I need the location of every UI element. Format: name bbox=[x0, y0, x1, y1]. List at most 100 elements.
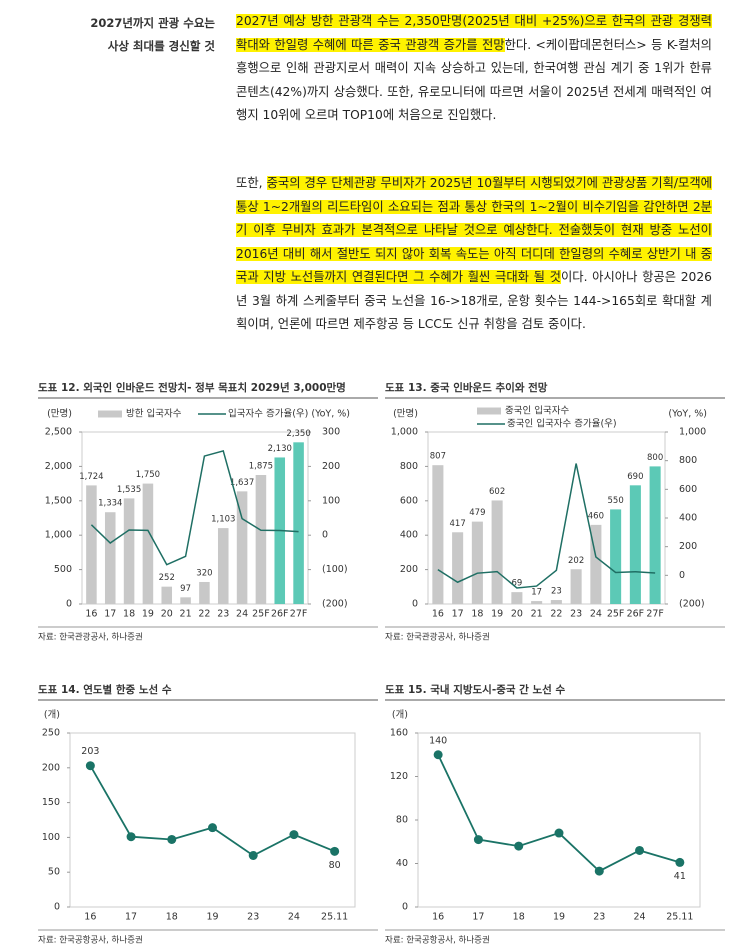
value-label: 1,724 bbox=[79, 472, 103, 482]
y-tick-label: 0 bbox=[54, 902, 60, 913]
y2-tick-label: 1,000 bbox=[679, 427, 706, 438]
bar bbox=[161, 586, 173, 604]
y2-tick-label: (100) bbox=[322, 564, 348, 575]
x-tick-label: 25.11 bbox=[321, 912, 348, 923]
x-tick-label: 19 bbox=[553, 912, 565, 923]
y-tick-label: 150 bbox=[42, 797, 60, 808]
value-label: 320 bbox=[196, 568, 212, 578]
y2-tick-label: 0 bbox=[322, 530, 328, 541]
x-tick-label: 24 bbox=[288, 912, 300, 923]
source: 자료: 한국관광공사, 하나증권 bbox=[385, 632, 490, 643]
x-tick-label: 25F bbox=[607, 609, 625, 620]
bar bbox=[123, 498, 135, 604]
x-tick-label: 22 bbox=[198, 609, 210, 620]
x-tick-label: 21 bbox=[531, 609, 543, 620]
bar bbox=[217, 528, 229, 604]
value-label: 2,130 bbox=[268, 444, 292, 454]
plot-frame bbox=[81, 431, 309, 605]
point bbox=[248, 850, 258, 860]
y2-tick-label: 100 bbox=[322, 495, 340, 506]
x-tick-label: 17 bbox=[125, 912, 137, 923]
value-label: 17 bbox=[531, 588, 542, 598]
y2-tick-label: 600 bbox=[679, 484, 697, 495]
value-label: 417 bbox=[450, 519, 466, 529]
value-label: 1,637 bbox=[230, 478, 254, 488]
bar bbox=[491, 500, 503, 604]
y2-tick-label: (200) bbox=[322, 599, 348, 610]
x-tick-label: 16 bbox=[432, 912, 444, 923]
x-tick-label: 23 bbox=[593, 912, 605, 923]
sidebar-line: 사상 최대를 경신할 것 bbox=[107, 39, 215, 53]
y-tick-label: 800 bbox=[400, 461, 418, 472]
x-tick-label: 19 bbox=[142, 609, 154, 620]
value-label: 550 bbox=[608, 496, 624, 506]
y-tick-label: 200 bbox=[400, 564, 418, 575]
text: 이다. 아시아나 항공은 2026년 3월 하계 스케줄부터 중국 노선을 16… bbox=[236, 270, 712, 331]
x-tick-label: 23 bbox=[247, 912, 259, 923]
legend-swatch bbox=[477, 407, 501, 415]
value-label: 1,535 bbox=[117, 485, 141, 495]
y-tick-label: 250 bbox=[42, 728, 60, 739]
point bbox=[330, 846, 340, 856]
bar bbox=[590, 524, 602, 604]
y-tick-label: 1,500 bbox=[45, 495, 72, 506]
chart-title: 도표 13. 중국 인바운드 추이와 전망 bbox=[385, 381, 548, 394]
value-label: 479 bbox=[469, 508, 485, 518]
value-label: 602 bbox=[489, 487, 505, 497]
legend-label: 중국인 입국자수 증가율(우) bbox=[507, 418, 617, 430]
y2-unit: (YoY, %) bbox=[311, 409, 350, 420]
bar bbox=[432, 465, 444, 604]
value-label: 80 bbox=[329, 860, 341, 871]
bar bbox=[255, 475, 267, 604]
y-tick-label: 40 bbox=[396, 858, 408, 869]
source: 자료: 한국공항공사, 하나증권 bbox=[38, 935, 143, 946]
point bbox=[208, 823, 217, 833]
plot-frame bbox=[69, 732, 356, 908]
text: 또한, bbox=[236, 176, 267, 190]
y2-tick-label: 300 bbox=[322, 427, 340, 438]
point bbox=[514, 841, 524, 851]
bar bbox=[199, 581, 210, 604]
x-tick-label: 18 bbox=[471, 609, 483, 620]
value-label: 252 bbox=[159, 573, 175, 583]
y-tick-label: 100 bbox=[42, 832, 60, 843]
bar bbox=[550, 600, 562, 604]
legend-swatch bbox=[98, 410, 122, 418]
line bbox=[89, 765, 335, 857]
x-tick-label: 21 bbox=[180, 609, 192, 620]
paragraph: 또한, 중국의 경우 단체관광 무비자가 2025년 10월부터 시행되었기에 … bbox=[236, 172, 712, 337]
x-tick-label: 25F bbox=[252, 609, 270, 620]
bar bbox=[142, 483, 154, 604]
y-unit: (개) bbox=[392, 710, 408, 721]
value-label: 460 bbox=[588, 511, 604, 521]
y2-tick-label: 800 bbox=[679, 455, 697, 466]
x-tick-label: 18 bbox=[123, 609, 135, 620]
x-tick-label: 17 bbox=[472, 912, 484, 923]
sidebar-line: 2027년까지 관광 수요는 bbox=[90, 16, 215, 30]
bar bbox=[236, 491, 248, 604]
bar bbox=[610, 509, 622, 604]
y-tick-label: 0 bbox=[402, 902, 408, 913]
y-tick-label: 1,000 bbox=[45, 530, 72, 541]
value-label: 1,103 bbox=[211, 515, 235, 525]
y2-tick-label: 400 bbox=[679, 513, 697, 524]
bar bbox=[570, 569, 582, 604]
bar bbox=[180, 597, 191, 604]
legend-label: 방한 입국자수 bbox=[126, 408, 182, 420]
value-label: 2,350 bbox=[286, 429, 310, 439]
value-label: 202 bbox=[568, 556, 584, 566]
value-label: 97 bbox=[180, 584, 191, 594]
x-tick-label: 25.11 bbox=[666, 912, 693, 923]
line bbox=[90, 449, 299, 566]
y-tick-label: 600 bbox=[400, 495, 418, 506]
value-label: 69 bbox=[511, 579, 522, 589]
y2-unit: (YoY, %) bbox=[668, 409, 707, 420]
point bbox=[167, 834, 177, 844]
x-tick-label: 22 bbox=[550, 609, 562, 620]
y-tick-label: 2,500 bbox=[45, 427, 72, 438]
point bbox=[433, 750, 443, 760]
y-unit: (개) bbox=[44, 710, 60, 721]
bar bbox=[293, 442, 304, 604]
